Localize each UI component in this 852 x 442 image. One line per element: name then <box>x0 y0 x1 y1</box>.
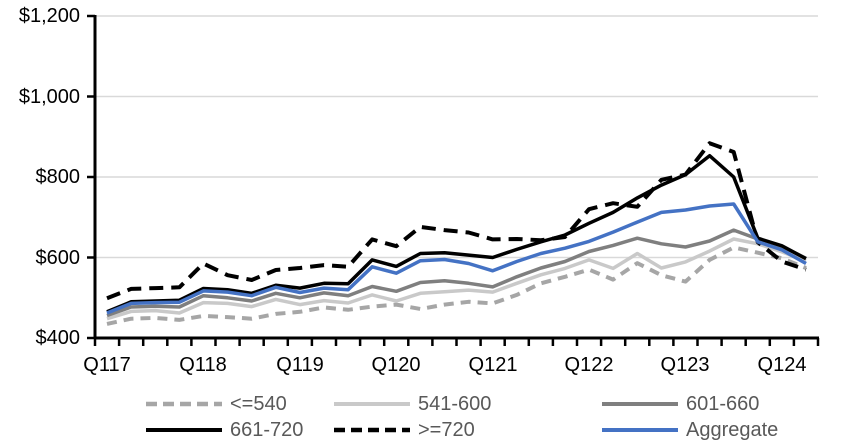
x-axis-label-q119: Q119 <box>276 354 324 376</box>
legend-label-ge720: >=720 <box>418 419 475 441</box>
y-axis-label-1000: $1,000 <box>18 85 80 108</box>
series-line-601-660 <box>106 228 807 318</box>
legend-label-661-720: 661-720 <box>230 419 304 441</box>
legend-item-661-720: 661-720 <box>146 418 303 442</box>
legend-item-le540: <=540 <box>146 392 287 416</box>
series-line-541-600 <box>106 237 807 321</box>
x-axis-label-q118: Q118 <box>179 354 227 376</box>
x-axis-label-q123: Q123 <box>660 354 710 376</box>
x-axis-label-q124: Q124 <box>757 354 807 376</box>
legend-swatch-661-720 <box>146 428 222 432</box>
legend-swatch-aggregate <box>602 428 678 432</box>
y-axis-label-800: $800 <box>35 166 81 188</box>
legend-swatch-ge720 <box>334 427 410 433</box>
x-axis-label-q120: Q120 <box>371 354 421 376</box>
legend-item-541-600: 541-600 <box>334 392 491 416</box>
series-line-661-720 <box>106 153 807 314</box>
x-axis-label-q121: Q121 <box>468 354 518 376</box>
y-axis-label-600: $600 <box>35 246 81 269</box>
legend-label-aggregate: Aggregate <box>686 419 779 441</box>
legend-label-le540: <=540 <box>230 393 287 415</box>
legend-swatch-le540 <box>146 401 222 407</box>
y-axis-label-1200: $1,200 <box>18 5 80 27</box>
legend-item-aggregate: Aggregate <box>602 418 778 442</box>
y-axis-label-400: $400 <box>35 327 81 349</box>
series-line-540 <box>106 245 807 326</box>
series-line-720 <box>106 141 807 301</box>
x-axis-label-q117: Q117 <box>83 354 131 376</box>
x-axis-label-q122: Q122 <box>564 354 614 376</box>
series-line-aggregate <box>106 202 807 315</box>
legend-label-541-600: 541-600 <box>418 393 492 415</box>
legend-swatch-541-600 <box>334 402 410 406</box>
legend-label-601-660: 601-660 <box>686 393 760 415</box>
legend-item-601-660: 601-660 <box>602 392 759 416</box>
legend-item-ge720: >=720 <box>334 418 475 442</box>
legend-swatch-601-660 <box>602 402 678 406</box>
